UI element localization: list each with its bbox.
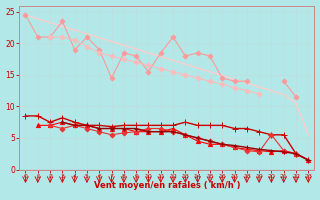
X-axis label: Vent moyen/en rafales ( km/h ): Vent moyen/en rafales ( km/h ) — [94, 181, 240, 190]
